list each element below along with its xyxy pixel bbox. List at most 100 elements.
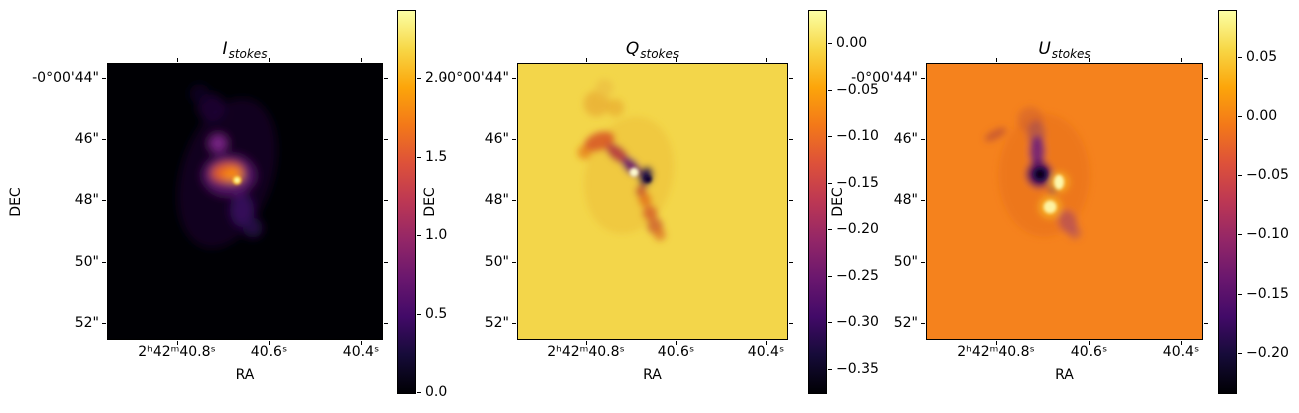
colorbar-tick-mark [417, 78, 421, 79]
panel-title-subscript: stokes [640, 47, 680, 61]
x-tick-mark [586, 341, 587, 345]
colorbar-tick-label: −0.10 [836, 128, 879, 144]
colorbar-tick-mark [828, 276, 832, 277]
panel-title-var: Q [625, 39, 640, 59]
y-tick-mark [512, 323, 516, 324]
y-tick-label: -0°00'44" [851, 70, 918, 86]
x-tick-mark [1089, 58, 1090, 62]
colorbar-Q_stokes [808, 10, 827, 394]
x-tick-mark [586, 58, 587, 62]
y-axis-label: DEC [422, 186, 438, 217]
y-tick-label: 48" [893, 192, 918, 208]
x-tick-mark [361, 341, 362, 345]
y-tick-mark [102, 139, 106, 140]
x-tick-mark [177, 341, 178, 345]
y-tick-mark [102, 200, 106, 201]
y-tick-mark [921, 262, 925, 263]
x-tick-mark [766, 58, 767, 62]
i-stokes-map [107, 63, 383, 340]
y-tick-mark [1204, 323, 1208, 324]
y-tick-mark [384, 139, 388, 140]
colorbar-tick-label: −0.05 [836, 82, 879, 98]
y-tick-label: 52" [893, 315, 918, 331]
colorbar-tick-mark [828, 183, 832, 184]
colorbar-tick-mark [828, 90, 832, 91]
colorbar-tick-label: 0.00 [836, 35, 868, 51]
y-axis-label: DEC [8, 186, 24, 217]
y-tick-label: 50" [74, 254, 99, 270]
y-tick-mark [512, 139, 516, 140]
x-tick-mark [996, 341, 997, 345]
y-tick-label: 46" [74, 131, 99, 147]
y-tick-mark [384, 78, 388, 79]
panel-title-subscript: stokes [1051, 47, 1091, 61]
y-tick-mark [102, 323, 106, 324]
x-tick-label: 40.4ˢ [747, 344, 785, 360]
x-tick-mark [1181, 341, 1182, 345]
y-tick-label: 46" [893, 131, 918, 147]
x-tick-mark [1181, 58, 1182, 62]
colorbar-tick-label: 1.5 [425, 149, 448, 165]
x-tick-mark [177, 58, 178, 62]
x-tick-label: 2ʰ42ᵐ40.8ˢ [547, 344, 625, 360]
colorbar-tick-mark [1238, 294, 1242, 295]
y-tick-mark [1204, 262, 1208, 263]
x-tick-label: 40.4ˢ [342, 344, 380, 360]
y-tick-mark [789, 262, 793, 263]
x-tick-mark [766, 341, 767, 345]
colorbar-tick-label: 1.0 [425, 227, 448, 243]
y-tick-mark [102, 78, 106, 79]
x-tick-label: 2ʰ42ᵐ40.8ˢ [138, 344, 216, 360]
colorbar-tick-mark [828, 43, 832, 44]
panel-title-var: I [222, 39, 228, 59]
x-tick-mark [676, 58, 677, 62]
y-axis-label: DEC [830, 186, 846, 217]
panel-title-Q_stokes: Qstokes [625, 39, 680, 61]
y-tick-mark [384, 323, 388, 324]
colorbar-tick-label: −0.20 [836, 221, 879, 237]
q-stokes-heatmap-image [518, 64, 787, 339]
panel-title-var: U [1038, 39, 1051, 59]
colorbar-tick-mark [417, 235, 421, 236]
y-tick-mark [1204, 139, 1208, 140]
y-tick-label: 50" [893, 254, 918, 270]
x-tick-label: 2ʰ42ᵐ40.8ˢ [957, 344, 1035, 360]
y-tick-mark [921, 200, 925, 201]
y-tick-label: 52" [484, 315, 509, 331]
y-tick-mark [1204, 78, 1208, 79]
x-tick-mark [269, 341, 270, 345]
panel-title-subscript: stokes [228, 47, 268, 61]
i-stokes-heatmap-image [108, 64, 382, 339]
y-tick-label: 50" [484, 254, 509, 270]
x-tick-label: 40.6ˢ [250, 344, 288, 360]
colorbar-tick-mark [1238, 353, 1242, 354]
panel-title-U_stokes: Ustokes [1038, 39, 1091, 61]
x-tick-mark [676, 341, 677, 345]
y-tick-mark [789, 78, 793, 79]
y-tick-mark [512, 78, 516, 79]
y-tick-mark [384, 262, 388, 263]
x-tick-mark [361, 58, 362, 62]
colorbar-tick-label: −0.05 [1246, 167, 1289, 183]
y-tick-label: -0°00'44" [32, 70, 99, 86]
q-stokes-map [517, 63, 788, 340]
y-tick-mark [921, 78, 925, 79]
y-tick-mark [512, 200, 516, 201]
colorbar-tick-label: 2.0 [425, 70, 448, 86]
y-tick-label: -0°00'44" [442, 70, 509, 86]
y-tick-mark [789, 323, 793, 324]
y-tick-mark [921, 139, 925, 140]
colorbar-tick-mark [1238, 234, 1242, 235]
colorbar-tick-label: −0.10 [1246, 226, 1289, 242]
y-tick-mark [384, 200, 388, 201]
colorbar-tick-label: −0.30 [836, 314, 879, 330]
y-tick-mark [789, 139, 793, 140]
colorbar-tick-label: 0.5 [425, 306, 448, 322]
panel-title-I_stokes: Istokes [222, 39, 268, 61]
colorbar-I_stokes [397, 10, 416, 394]
u-stokes-map [926, 63, 1203, 340]
x-tick-mark [269, 58, 270, 62]
colorbar-tick-mark [828, 322, 832, 323]
y-tick-mark [921, 323, 925, 324]
